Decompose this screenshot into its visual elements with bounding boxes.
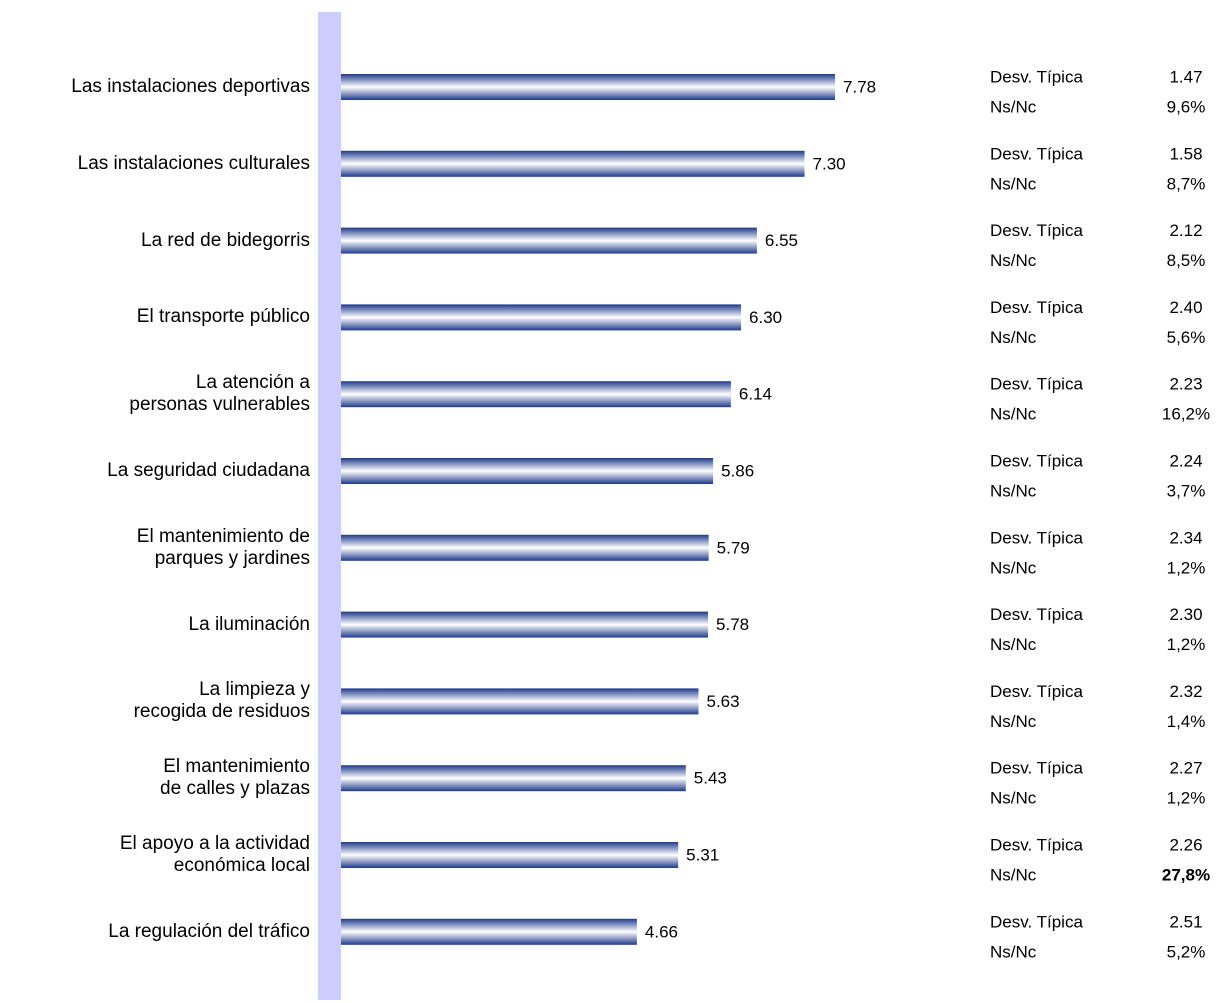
std-dev-value: 2.51	[1169, 912, 1202, 931]
nsnc-value: 1,2%	[1167, 558, 1206, 577]
category-label: El mantenimiento de parques y jardines	[136, 525, 310, 569]
bar	[341, 150, 805, 177]
std-dev-heading: Desv. Típica	[990, 298, 1083, 317]
category-label: La iluminación	[188, 613, 310, 635]
value-label: 5.63	[707, 692, 740, 711]
std-dev-heading: Desv. Típica	[990, 835, 1083, 854]
nsnc-value: 27,8%	[1162, 865, 1210, 884]
std-dev-value: 2.26	[1169, 835, 1202, 854]
std-dev-value: 2.27	[1169, 759, 1202, 778]
nsnc-value: 5,6%	[1167, 328, 1206, 347]
value-label: 7.30	[813, 154, 846, 173]
nsnc-heading: Ns/Nc	[990, 865, 1037, 884]
category-label: El apoyo a la actividad económica local	[119, 833, 310, 876]
nsnc-value: 8,7%	[1167, 174, 1206, 193]
std-dev-value: 2.24	[1169, 451, 1202, 470]
nsnc-value: 16,2%	[1162, 405, 1210, 424]
std-dev-value: 2.23	[1169, 375, 1202, 394]
category-label: Las instalaciones culturales	[77, 152, 310, 174]
std-dev-value: 1.47	[1169, 67, 1202, 86]
nsnc-heading: Ns/Nc	[990, 635, 1037, 654]
nsnc-heading: Ns/Nc	[990, 328, 1037, 347]
nsnc-heading: Ns/Nc	[990, 251, 1037, 270]
std-dev-heading: Desv. Típica	[990, 67, 1083, 86]
category-label: El transporte público	[136, 306, 310, 328]
bar	[341, 842, 679, 868]
category-label: La regulación del tráfico	[108, 920, 310, 942]
nsnc-heading: Ns/Nc	[990, 712, 1037, 731]
std-dev-heading: Desv. Típica	[990, 682, 1083, 701]
bar	[341, 227, 757, 254]
value-label: 5.86	[721, 461, 754, 480]
axis-band	[318, 12, 341, 1000]
category-label: La atención a personas vulnerables	[129, 372, 310, 416]
value-label: 6.55	[765, 231, 798, 250]
bar	[341, 918, 637, 945]
nsnc-heading: Ns/Nc	[990, 405, 1037, 424]
nsnc-value: 9,6%	[1167, 97, 1206, 116]
bar	[341, 381, 731, 408]
nsnc-value: 3,7%	[1167, 481, 1206, 500]
bar	[341, 304, 742, 331]
std-dev-value: 2.30	[1169, 605, 1202, 624]
bar	[341, 688, 699, 715]
nsnc-value: 8,5%	[1167, 251, 1206, 270]
nsnc-heading: Ns/Nc	[990, 942, 1037, 961]
value-label: 5.43	[694, 769, 727, 788]
category-label: El mantenimiento de calles y plazas	[160, 756, 310, 800]
value-label: 6.30	[749, 308, 782, 327]
category-label: Las instalaciones deportivas	[71, 76, 310, 97]
bar	[341, 765, 686, 792]
value-label: 5.31	[686, 845, 719, 864]
std-dev-heading: Desv. Típica	[990, 375, 1083, 394]
nsnc-value: 5,2%	[1167, 942, 1206, 961]
std-dev-value: 1.58	[1169, 144, 1202, 163]
bar	[341, 611, 709, 638]
category-label: La limpieza y recogida de residuos	[133, 679, 310, 723]
value-label: 7.78	[843, 77, 876, 96]
std-dev-heading: Desv. Típica	[990, 451, 1083, 470]
std-dev-value: 2.40	[1169, 298, 1202, 317]
std-dev-value: 2.34	[1169, 528, 1202, 547]
std-dev-heading: Desv. Típica	[990, 605, 1083, 624]
bar	[341, 534, 709, 561]
std-dev-heading: Desv. Típica	[990, 912, 1083, 931]
std-dev-heading: Desv. Típica	[990, 528, 1083, 547]
nsnc-heading: Ns/Nc	[990, 97, 1037, 116]
nsnc-heading: Ns/Nc	[990, 481, 1037, 500]
nsnc-heading: Ns/Nc	[990, 558, 1037, 577]
nsnc-value: 1,2%	[1167, 635, 1206, 654]
std-dev-heading: Desv. Típica	[990, 759, 1083, 778]
bar	[341, 458, 714, 484]
std-dev-heading: Desv. Típica	[990, 221, 1083, 240]
nsnc-heading: Ns/Nc	[990, 789, 1037, 808]
value-label: 4.66	[645, 922, 678, 941]
nsnc-value: 1,4%	[1167, 712, 1206, 731]
nsnc-heading: Ns/Nc	[990, 174, 1037, 193]
value-label: 6.14	[739, 385, 772, 404]
value-label: 5.78	[716, 615, 749, 634]
nsnc-value: 1,2%	[1167, 789, 1206, 808]
std-dev-value: 2.12	[1169, 221, 1202, 240]
category-label: La red de bidegorris	[141, 229, 310, 251]
value-label: 5.79	[717, 538, 750, 557]
std-dev-heading: Desv. Típica	[990, 144, 1083, 163]
bar	[341, 74, 836, 100]
category-label: La seguridad ciudadana	[107, 460, 310, 481]
std-dev-value: 2.32	[1169, 682, 1202, 701]
